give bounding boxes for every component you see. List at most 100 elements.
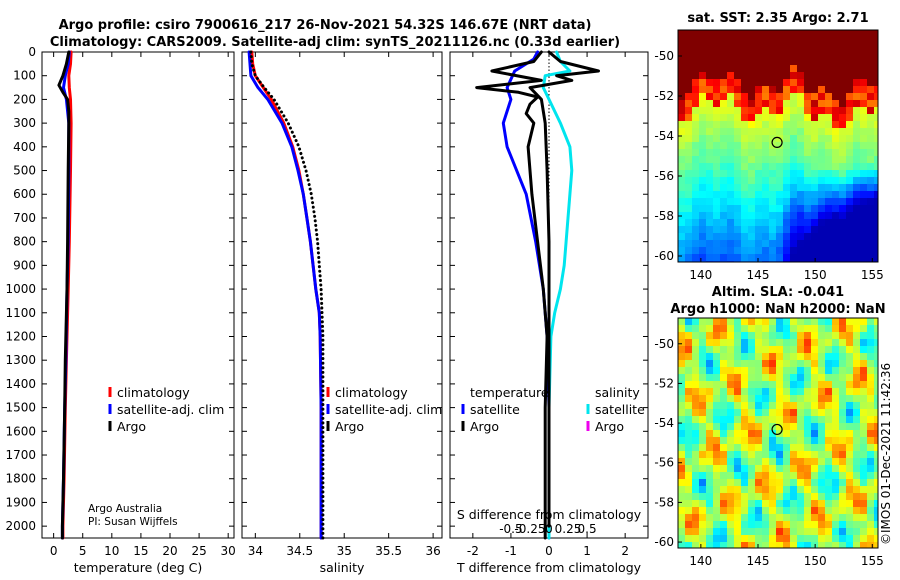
x-tick-label: 35.5 xyxy=(375,544,402,558)
x-tick-label: 140 xyxy=(689,554,712,568)
legend-label: satellite xyxy=(470,402,520,417)
imos-timestamp: ©IMOS 01-Dec-2021 11:42:36 xyxy=(879,363,893,545)
legend-label: satellite xyxy=(595,402,645,417)
sla-map-panel: 140 145 150 155 -50 -52 -54 -56 -58 -60 Altim. SLA… xyxy=(654,285,885,568)
legend-label: Argo xyxy=(470,419,499,434)
series-line-satellite-adj-clim xyxy=(247,50,323,540)
y-tick-label: 500 xyxy=(13,164,36,178)
y-tick-label: 300 xyxy=(13,116,36,130)
x-tick-label: 20 xyxy=(162,544,177,558)
y-tick-label: -54 xyxy=(654,129,674,143)
x-tick-label: 155 xyxy=(861,554,884,568)
map-frame xyxy=(677,29,879,263)
x-tick-label: 150 xyxy=(804,268,827,282)
y-tick-label: 1400 xyxy=(5,377,36,391)
x-tick-label: 145 xyxy=(747,554,770,568)
s-tick-label: -0.25 xyxy=(514,522,545,536)
y-tick-label: 1200 xyxy=(5,329,36,343)
x-tick-label: 5 xyxy=(79,544,87,558)
difference-panel: -2 -1 0 1 2 T difference from climatology temp… xyxy=(449,50,649,575)
y-tick-label: 200 xyxy=(13,92,36,106)
sla-map-title-2: Argo h1000: NaN h2000: NaN xyxy=(670,302,885,317)
title-line-2: Climatology: CARS2009. Satellite-adj cli… xyxy=(50,35,620,50)
series-line-s-argo xyxy=(528,50,600,528)
y-tick-label: -58 xyxy=(654,495,674,509)
y-tick-label: 1600 xyxy=(5,424,36,438)
y-tick-label: -50 xyxy=(654,49,674,63)
legend-label: climatology xyxy=(335,385,408,400)
y-tick-label: 1700 xyxy=(5,448,36,462)
map-frame xyxy=(677,317,879,549)
y-tick-label: -56 xyxy=(654,456,674,470)
x-tick-label: 140 xyxy=(689,268,712,282)
x-tick-label: 34.5 xyxy=(286,544,313,558)
heatmap-cells xyxy=(678,30,879,263)
y-tick-label: 1100 xyxy=(5,306,36,320)
y-tick-label: 700 xyxy=(13,211,36,225)
legend-label: climatology xyxy=(117,385,190,400)
x-tick-label: 25 xyxy=(191,544,206,558)
s-tick-label: 0.25 xyxy=(555,522,582,536)
x-tick-label: 1 xyxy=(583,544,591,558)
x-tick-label: -1 xyxy=(505,544,517,558)
heatmap-cells xyxy=(678,318,879,549)
argo-position-marker xyxy=(771,136,783,148)
y-tick-label: 900 xyxy=(13,258,36,272)
y-tick-label: 2000 xyxy=(5,519,36,533)
y-tick-label: 1300 xyxy=(5,353,36,367)
x-axis-label-salinity: S difference from climatology xyxy=(457,507,642,522)
sst-map-title: sat. SST: 2.35 Argo: 2.71 xyxy=(687,11,868,26)
legend-title-temperature: temperature xyxy=(470,385,549,400)
x-tick-label: 0 xyxy=(50,544,58,558)
x-tick-label: 10 xyxy=(104,544,119,558)
y-tick-label: 400 xyxy=(13,140,36,154)
series-line-argo xyxy=(57,50,71,540)
y-tick-label: 1000 xyxy=(5,282,36,296)
x-tick-label: 155 xyxy=(861,268,884,282)
salinity-panel: 34 34.5 35 35.5 36 salinity climatology satelli… xyxy=(241,50,443,575)
sla-map-title-1: Altim. SLA: -0.041 xyxy=(712,285,844,300)
plot-frame xyxy=(241,51,443,539)
y-tick-label: -58 xyxy=(654,209,674,223)
y-tick-label: 1800 xyxy=(5,472,36,486)
x-tick-label: 35 xyxy=(337,544,352,558)
legend-label: satellite-adj. clim xyxy=(335,402,442,417)
y-tick-label: 600 xyxy=(13,187,36,201)
y-tick-label: -52 xyxy=(654,89,674,103)
s-tick-label: -0.5 xyxy=(499,522,522,536)
y-tick-label: -56 xyxy=(654,169,674,183)
series-line-s-satellite xyxy=(541,50,574,540)
plot-frame xyxy=(41,51,235,539)
y-tick-label: 800 xyxy=(13,235,36,249)
x-tick-label: 145 xyxy=(747,268,770,282)
x-tick-label: 30 xyxy=(221,544,236,558)
s-tick-label: 0.5 xyxy=(578,522,597,536)
x-tick-label: 150 xyxy=(804,554,827,568)
y-tick-label: 0 xyxy=(28,45,36,59)
y-tick-label: -60 xyxy=(654,249,674,263)
y-tick-label: 100 xyxy=(13,69,36,83)
y-tick-label: -50 xyxy=(654,337,674,351)
temperature-panel: 0 5 10 15 20 25 300100200300400500600700800900… xyxy=(5,45,235,575)
x-tick-label: 36 xyxy=(425,544,440,558)
x-axis-label: T difference from climatology xyxy=(456,560,642,575)
credit-line-2: PI: Susan Wijffels xyxy=(88,516,178,528)
x-axis-label: salinity xyxy=(320,560,365,575)
title-line-1: Argo profile: csiro 7900616_217 26-Nov-2… xyxy=(59,18,592,33)
y-tick-label: -54 xyxy=(654,416,674,430)
argo-position-marker xyxy=(771,423,783,436)
s-tick-label: 0 xyxy=(545,522,553,536)
y-tick-label: -60 xyxy=(654,535,674,549)
y-tick-label: -52 xyxy=(654,376,674,390)
y-tick-label: 1900 xyxy=(5,495,36,509)
x-tick-label: 0 xyxy=(545,544,553,558)
legend-label: Argo xyxy=(595,419,624,434)
x-tick-label: -2 xyxy=(467,544,479,558)
legend-label: Argo xyxy=(335,419,364,434)
legend-label: satellite-adj. clim xyxy=(117,402,224,417)
x-tick-label: 15 xyxy=(133,544,148,558)
x-axis-label: temperature (deg C) xyxy=(74,560,203,575)
sst-map-panel: 140 145 150 155 -50 -52 -54 -56 -58 -60 sat. SST: … xyxy=(654,11,883,282)
series-line-t-argo xyxy=(475,50,549,540)
